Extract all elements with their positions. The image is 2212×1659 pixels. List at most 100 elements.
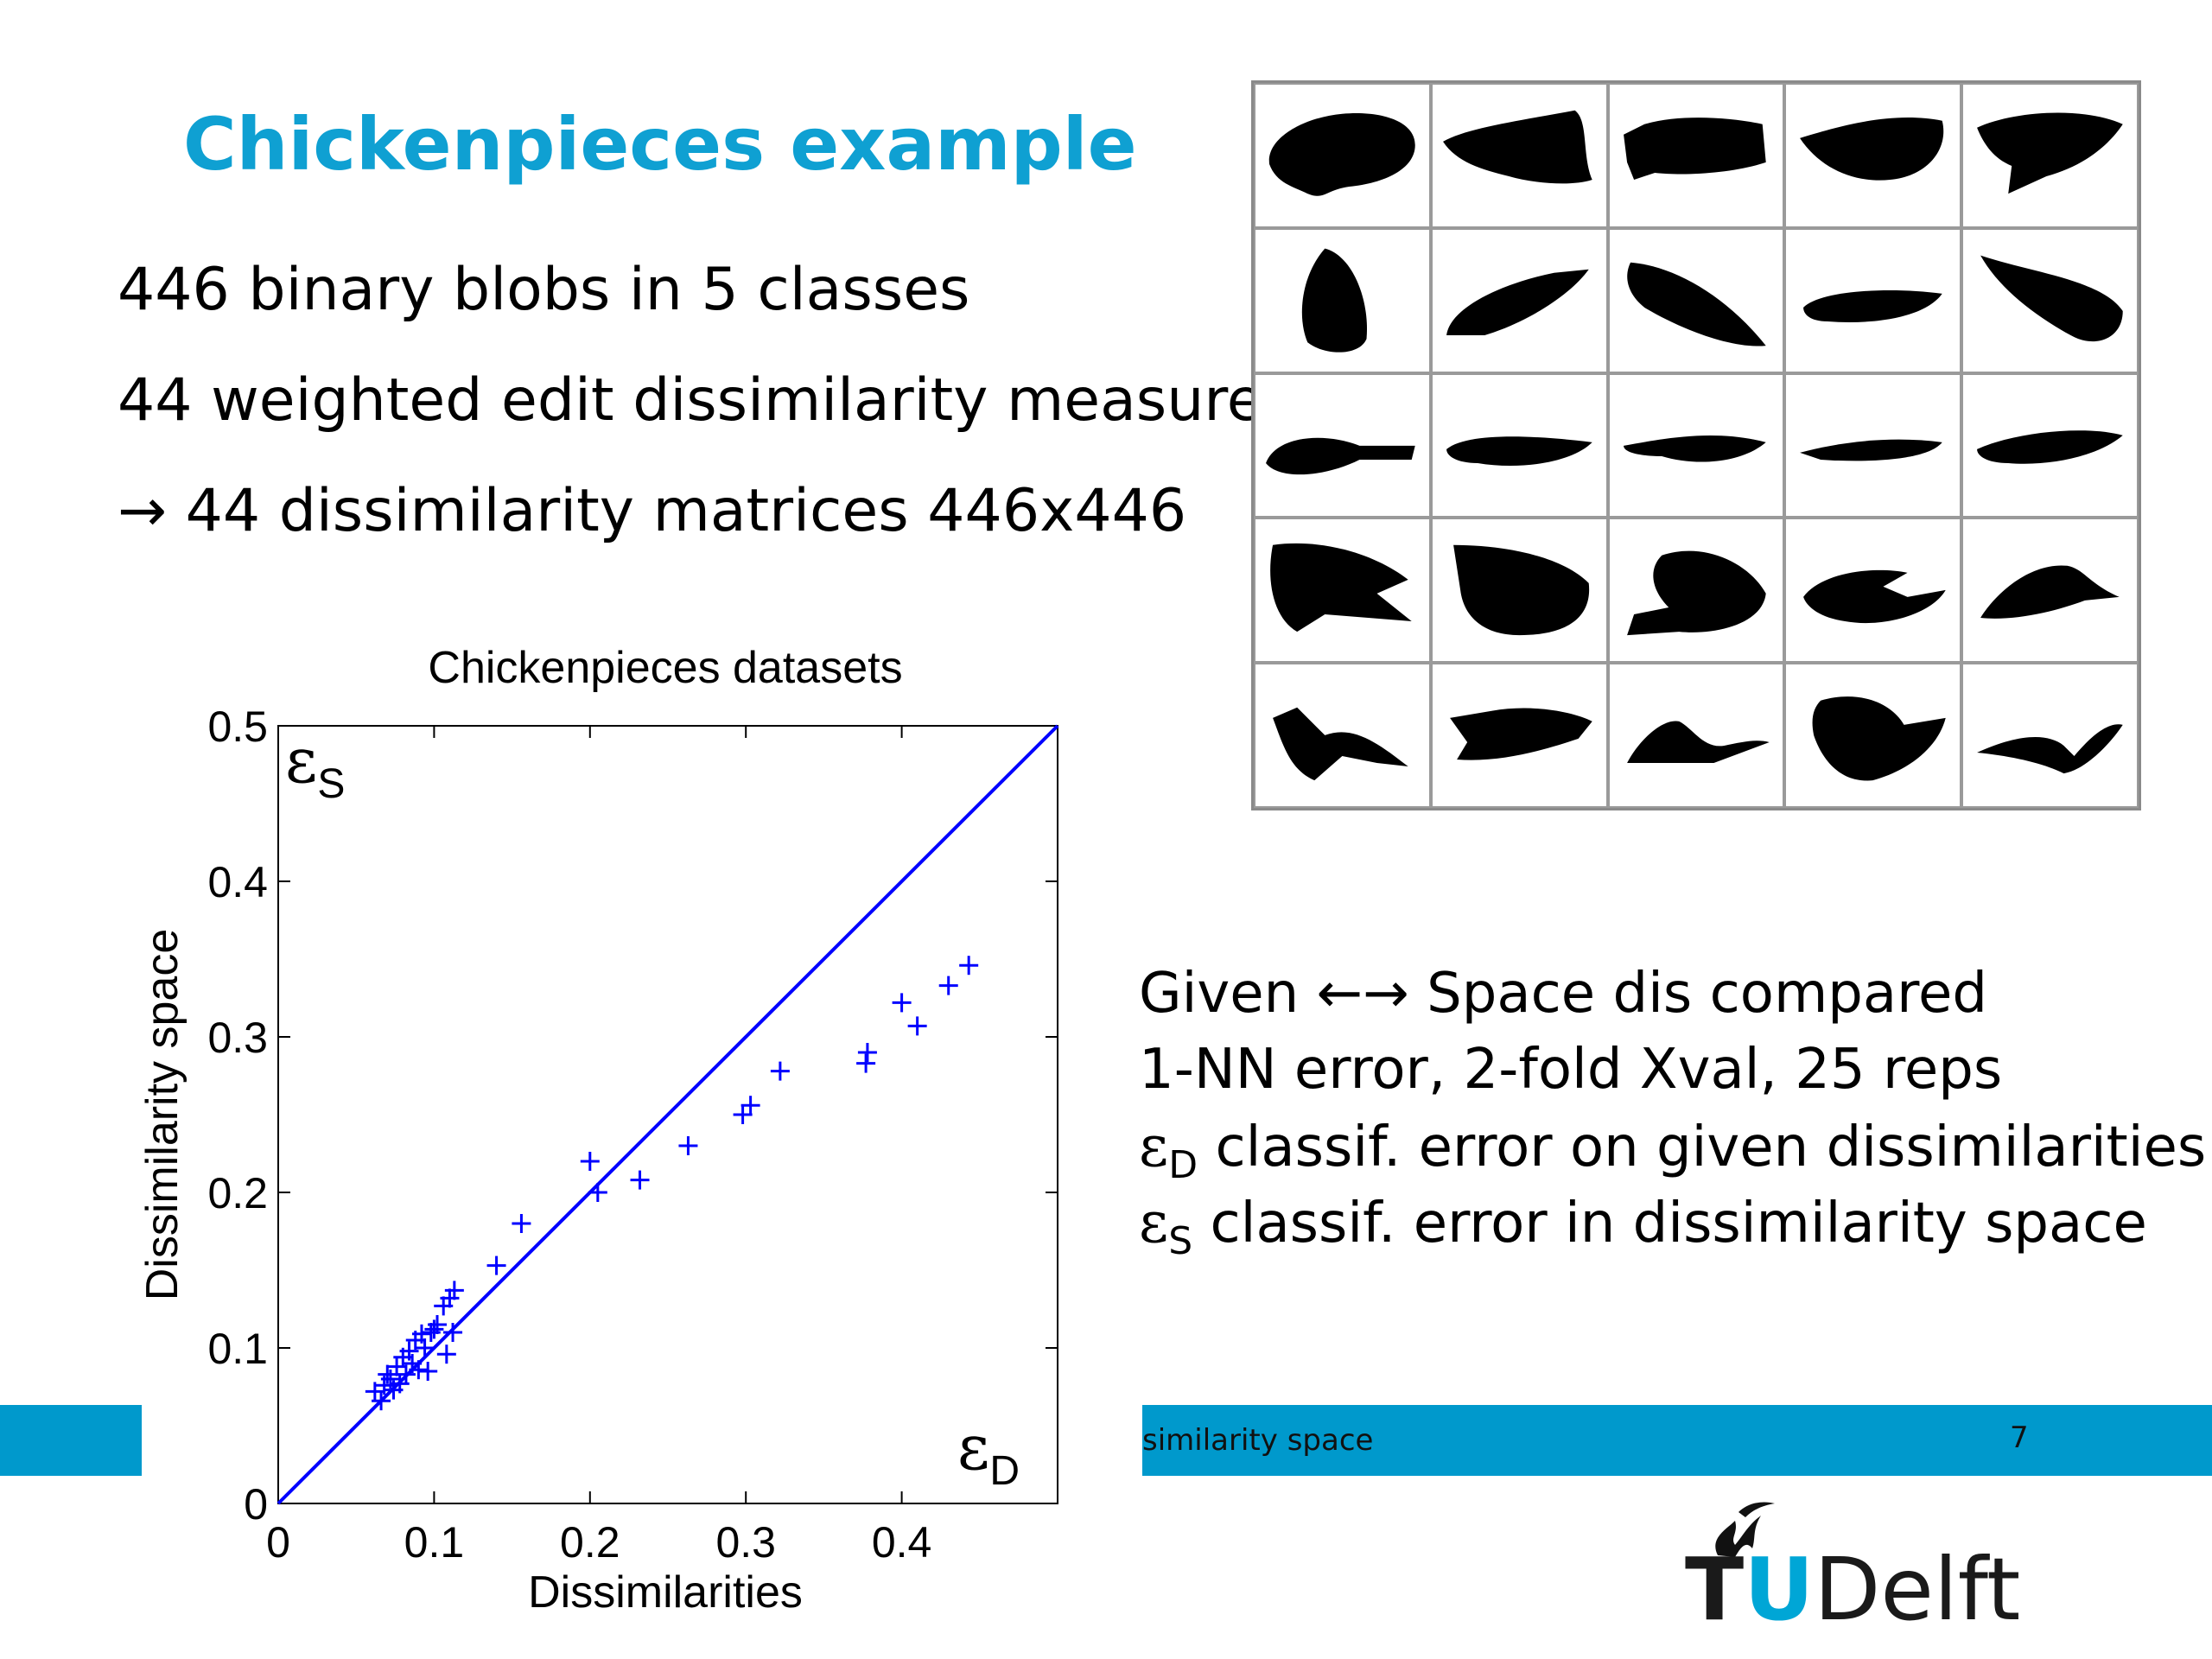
y-tick-label: 0.4 [207, 858, 268, 906]
data-point [443, 1323, 463, 1342]
blob-image [1961, 227, 2139, 373]
x-tick-label: 0 [266, 1518, 290, 1567]
info-line-method: 1-NN error, 2-fold Xval, 25 reps [1139, 1038, 2003, 1102]
y-tick-label: 0 [244, 1480, 268, 1529]
blob-image [1430, 518, 1608, 664]
data-point [733, 1105, 753, 1124]
blob-image [1607, 663, 1785, 808]
data-point [856, 1053, 876, 1073]
blob-image [1607, 227, 1785, 373]
blob-image [1607, 518, 1785, 664]
data-point [678, 1136, 698, 1155]
data-point [372, 1391, 391, 1411]
data-point [409, 1360, 429, 1380]
epsilon-subscript: S [317, 761, 345, 807]
blob-image [1961, 372, 2139, 518]
axis-ticks: 0 0.1 0.2 0.3 0.4 0 0.1 0.2 0.3 0.4 0.5 [207, 702, 1058, 1567]
bullet-matrices: → 44 dissimilarity matrices 446x446 [118, 477, 1187, 545]
epsilon-subscript: D [989, 1448, 1020, 1494]
data-point [380, 1370, 400, 1389]
data-point [741, 1096, 760, 1116]
blob-image [1961, 83, 2139, 228]
data-point [378, 1364, 397, 1384]
data-point [580, 1152, 600, 1171]
corner-label-eps-d: εD [957, 1411, 1020, 1494]
epsilon-symbol: ε [1139, 1189, 1169, 1255]
data-point [440, 1288, 460, 1308]
y-tick-label: 0.1 [207, 1325, 268, 1373]
data-point [938, 976, 958, 995]
info-line-text: classif. error on given dissimilarities [1198, 1116, 2207, 1179]
blob-image [1430, 83, 1608, 228]
chicken-blob-grid [1251, 80, 2141, 810]
x-axis-title: Dissimilarities [528, 1567, 803, 1618]
blob-image [1430, 372, 1608, 518]
epsilon-symbol: ε [1139, 1113, 1169, 1179]
logo-delft: Delft [1814, 1539, 2021, 1640]
bullet-measures: 44 weighted edit dissimilarity measures [118, 366, 1294, 435]
data-points [365, 956, 979, 1411]
y-tick-label: 0.2 [207, 1169, 268, 1217]
data-point [399, 1341, 419, 1361]
info-block: Given ←→ Space dis compared 1-NN error, … [1139, 966, 2206, 1270]
data-point [424, 1319, 444, 1339]
diagonal-reference-line [276, 724, 1059, 1505]
x-tick-label: 0.3 [715, 1518, 776, 1567]
data-point [486, 1255, 506, 1275]
corner-label-eps-s: εS [285, 724, 345, 807]
x-tick-label: 0.1 [404, 1518, 465, 1567]
info-line-text: classif. error in dissimilarity space [1192, 1192, 2147, 1255]
x-tick-label: 0.4 [872, 1518, 932, 1567]
logo-t: T [1685, 1539, 1745, 1640]
logo-wordmark: TUDelft [1685, 1547, 2020, 1633]
blob-image [1961, 663, 2139, 808]
epsilon-subscript: S [1168, 1218, 1193, 1263]
data-point [411, 1324, 431, 1344]
blob-image [1430, 663, 1608, 808]
y-tick-label: 0.5 [207, 702, 268, 751]
blob-image [1254, 372, 1431, 518]
info-line-comparison: Given ←→ Space dis compared [1139, 962, 1988, 1026]
data-point [415, 1338, 435, 1357]
blob-image [1784, 518, 1962, 664]
x-tick-label: 0.2 [560, 1518, 620, 1567]
blob-image [1607, 372, 1785, 518]
flame-icon [1715, 1502, 1775, 1557]
data-point [770, 1061, 790, 1081]
blob-image [1784, 227, 1962, 373]
data-point [512, 1214, 531, 1233]
logo-u: U [1744, 1539, 1815, 1640]
footer-bar-left [0, 1405, 142, 1476]
blob-image [1430, 227, 1608, 373]
blob-image [1254, 83, 1431, 228]
info-line-eps-d: εD classif. error on given dissimilariti… [1139, 1118, 2206, 1194]
data-point [396, 1364, 416, 1384]
data-point [428, 1315, 448, 1334]
epsilon-symbol: ε [957, 1411, 989, 1484]
slide-title: Chickenpieces example [183, 102, 1137, 187]
info-line-eps-s: εS classif. error in dissimilarity space [1139, 1194, 2206, 1270]
page-number: 7 [2010, 1421, 2029, 1455]
data-point [907, 1016, 927, 1036]
blob-image [1784, 663, 1962, 808]
blob-image [1254, 518, 1431, 664]
data-point [588, 1183, 607, 1202]
blob-image [1784, 372, 1962, 518]
y-tick-label: 0.3 [207, 1014, 268, 1062]
data-point [892, 993, 912, 1013]
chart-title: Chickenpieces datasets [428, 643, 902, 693]
data-point [959, 956, 979, 976]
bullet-blob-count: 446 binary blobs in 5 classes [118, 256, 970, 324]
scatter-chart: Chickenpieces datasets 0 0.1 0.2 0.3 0.4 0 0.1… [137, 643, 1059, 1618]
epsilon-symbol: ε [285, 724, 317, 797]
blob-image [1784, 83, 1962, 228]
blob-image [1254, 663, 1431, 808]
tu-delft-logo: TUDelft [1685, 1495, 2048, 1642]
y-axis-title: Dissimilarity space [137, 929, 188, 1301]
data-point [436, 1344, 456, 1364]
footer-text: similarity space [1142, 1423, 1374, 1458]
blob-image [1607, 83, 1785, 228]
data-point [444, 1281, 464, 1300]
blob-image [1254, 227, 1431, 373]
data-point [418, 1362, 438, 1381]
